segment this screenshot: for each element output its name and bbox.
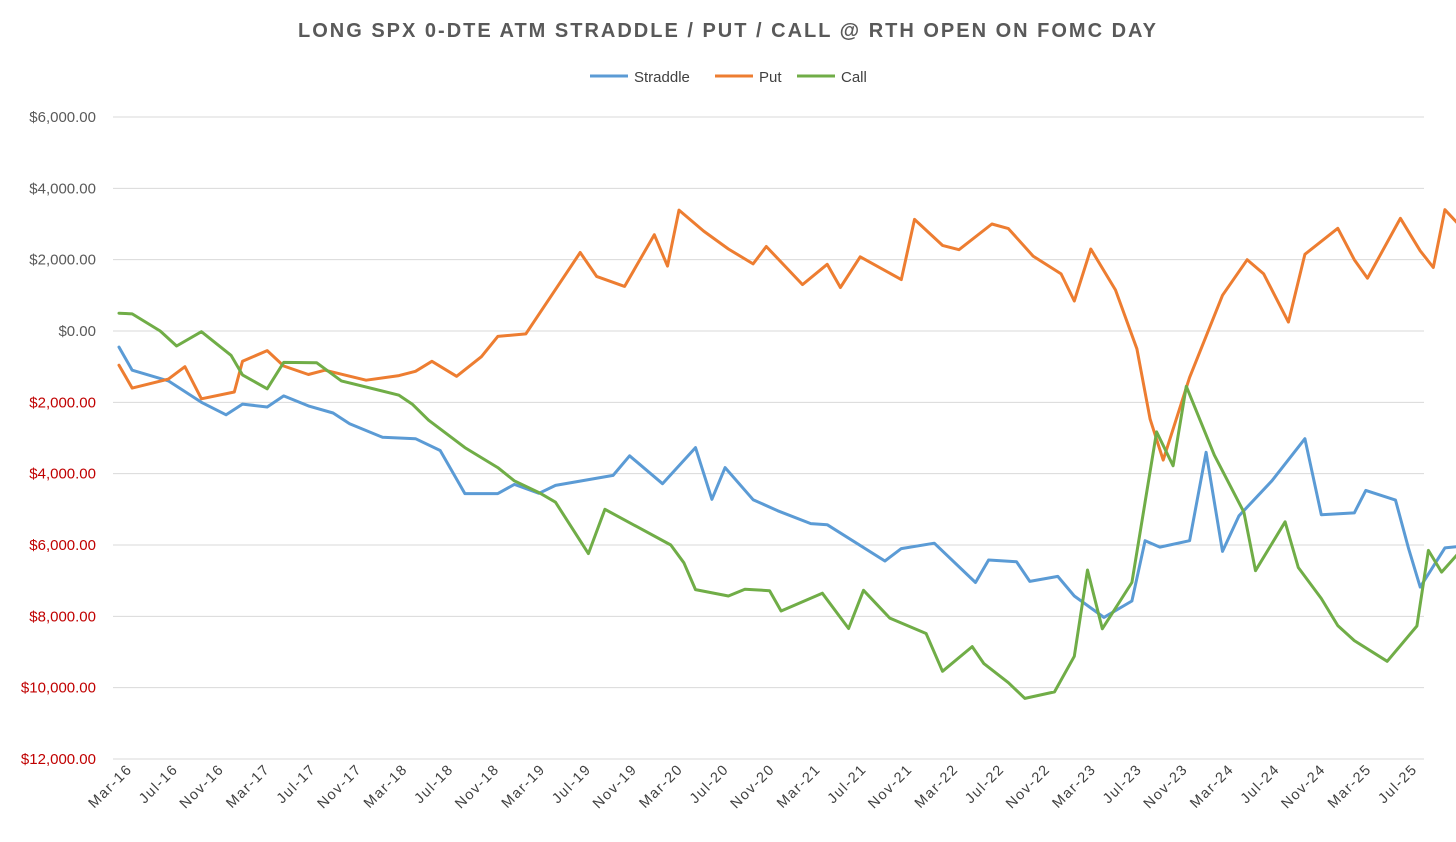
x-tick-label: Mar-21 — [774, 762, 824, 812]
x-tick-label: Mar-24 — [1187, 762, 1237, 812]
x-tick-label: Jul-17 — [274, 762, 320, 808]
x-tick-label: Nov-23 — [1141, 762, 1192, 813]
y-tick-label: $6,000.00 — [29, 537, 96, 554]
legend-label-put: Put — [759, 69, 782, 86]
x-tick-label: Jul-22 — [962, 762, 1008, 808]
legend-label-straddle: Straddle — [634, 69, 690, 86]
y-tick-label: $0.00 — [58, 323, 96, 340]
x-tick-label: Nov-19 — [590, 762, 641, 813]
chart-title: LONG SPX 0-DTE ATM STRADDLE / PUT / CALL… — [298, 20, 1158, 42]
x-tick-label: Jul-23 — [1100, 762, 1146, 808]
y-tick-label: $4,000.00 — [29, 466, 96, 483]
x-tick-label: Nov-24 — [1278, 762, 1329, 813]
x-tick-label: Mar-17 — [223, 762, 273, 812]
x-tick-label: Jul-24 — [1238, 762, 1284, 808]
gridlines — [113, 116, 1424, 760]
x-tick-label: Nov-21 — [865, 762, 916, 813]
x-tick-label: Jul-19 — [549, 762, 595, 808]
y-tick-label: $6,000.00 — [29, 109, 96, 126]
x-tick-label: Mar-18 — [361, 762, 411, 812]
x-tick-label: Mar-19 — [499, 762, 549, 812]
x-tick-label: Jul-21 — [825, 762, 871, 808]
legend: Straddle Put Call — [590, 69, 867, 86]
x-tick-label: Mar-25 — [1325, 762, 1375, 812]
series-line-straddle — [117, 345, 1456, 619]
x-tick-label: Nov-18 — [452, 762, 503, 813]
series-line-call — [117, 311, 1456, 700]
y-tick-label: $2,000.00 — [29, 252, 96, 269]
x-tick-label: Mar-20 — [636, 762, 686, 812]
x-tick-label: Jul-16 — [136, 762, 182, 808]
x-tick-label: Nov-22 — [1003, 762, 1054, 813]
series-line-put — [117, 208, 1456, 462]
y-tick-label: $4,000.00 — [29, 180, 96, 197]
x-tick-label: Mar-23 — [1050, 762, 1100, 812]
legend-entry-put: Put — [715, 69, 782, 86]
legend-label-call: Call — [841, 69, 867, 86]
x-tick-label: Mar-16 — [86, 762, 136, 812]
y-tick-label: $8,000.00 — [29, 608, 96, 625]
x-tick-label: Mar-22 — [912, 762, 962, 812]
y-axis: $6,000.00 $4,000.00 $2,000.00 $0.00 $2,000.0… — [21, 109, 96, 768]
x-tick-label: Jul-18 — [412, 762, 458, 808]
series — [117, 208, 1456, 700]
x-tick-label: Nov-17 — [315, 762, 366, 813]
y-tick-label: $10,000.00 — [21, 680, 96, 697]
x-tick-label: Nov-20 — [728, 762, 779, 813]
y-tick-label: $12,000.00 — [21, 751, 96, 768]
x-tick-label: Jul-20 — [687, 762, 733, 808]
legend-entry-call: Call — [797, 69, 867, 86]
x-tick-label: Jul-25 — [1375, 762, 1421, 808]
y-tick-label: $2,000.00 — [29, 394, 96, 411]
x-tick-label: Nov-16 — [177, 762, 228, 813]
legend-entry-straddle: Straddle — [590, 69, 690, 86]
